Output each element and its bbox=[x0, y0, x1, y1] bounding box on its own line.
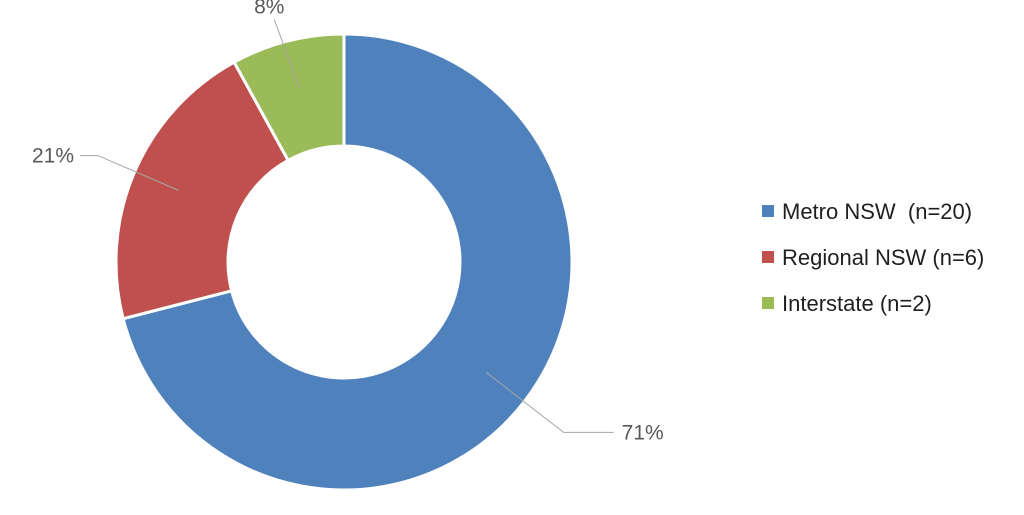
leader-line-metro-nsw bbox=[485, 371, 614, 433]
data-label-regional-nsw: 21% bbox=[32, 145, 74, 168]
data-label-metro-nsw: 71% bbox=[622, 421, 664, 444]
slice-metro-nsw bbox=[121, 32, 574, 492]
slice-interstate bbox=[232, 32, 346, 163]
slice-regional-nsw bbox=[114, 60, 291, 321]
legend-swatch-metro-nsw bbox=[762, 205, 774, 217]
leader-line-interstate bbox=[273, 19, 300, 88]
legend-swatch-interstate bbox=[762, 297, 774, 309]
data-label-interstate: 8% bbox=[254, 0, 284, 19]
legend-label-regional-nsw: Regional NSW (n=6) bbox=[782, 245, 984, 270]
legend-label-interstate: Interstate (n=2) bbox=[782, 291, 932, 316]
legend-label-metro-nsw: Metro NSW (n=20) bbox=[782, 199, 972, 224]
leader-line-regional-nsw bbox=[80, 155, 180, 191]
legend-swatch-regional-nsw bbox=[762, 251, 774, 263]
